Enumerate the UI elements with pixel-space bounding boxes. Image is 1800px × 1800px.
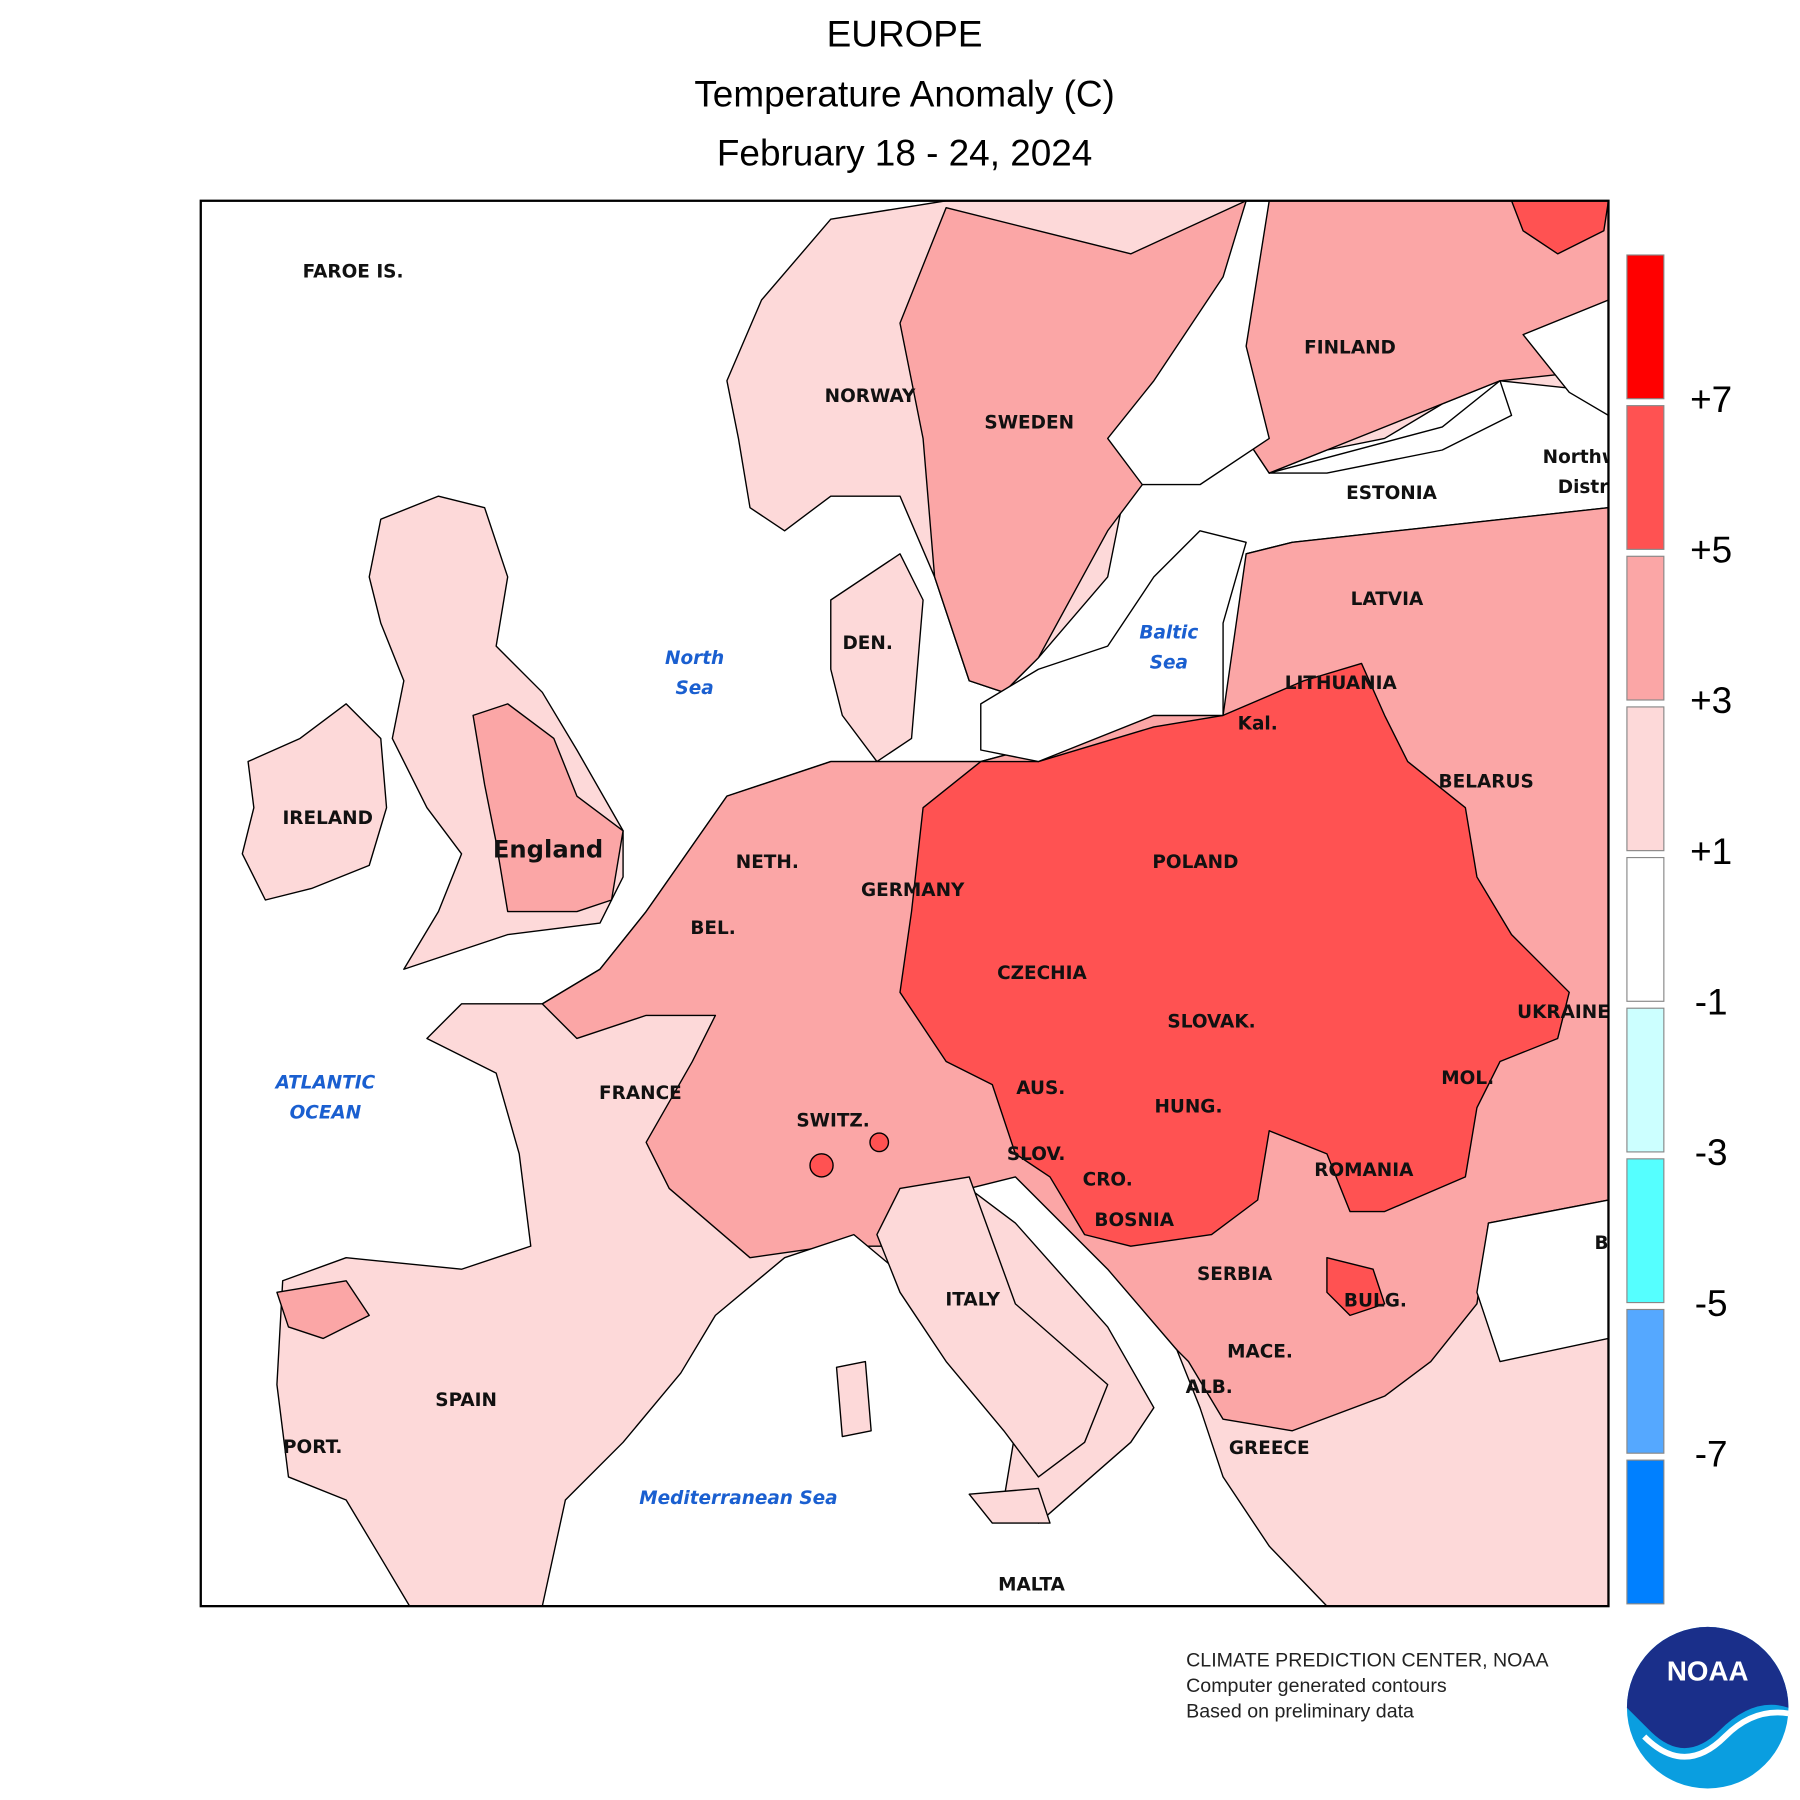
country-label: FAROE IS.: [303, 261, 404, 282]
country-label: PORT.: [283, 1437, 342, 1458]
country-label: MALTA: [998, 1574, 1066, 1595]
legend: +7 +5 +3 +1 -1 -3 -5 -7: [1626, 254, 1732, 1605]
country-label: NORWAY: [825, 386, 916, 407]
legend-swatch: [1626, 706, 1665, 852]
country-label: ROMANIA: [1314, 1160, 1414, 1181]
country-label: LITHUANIA: [1285, 673, 1398, 694]
country-label: NETH.: [736, 852, 799, 873]
subtitle: Temperature Anomaly (C): [694, 74, 1114, 115]
legend-tick-label: +3: [1690, 680, 1732, 721]
date-range: February 18 - 24, 2024: [717, 133, 1092, 174]
legend-tick-label: -3: [1695, 1132, 1728, 1173]
country-label: BULG.: [1344, 1291, 1407, 1312]
country-label: GERMANY: [861, 880, 965, 901]
legend-swatch: [1626, 1308, 1665, 1454]
country-label: ITALY: [945, 1289, 1000, 1310]
country-label: ALB.: [1186, 1377, 1233, 1398]
country-label: GREECE: [1229, 1438, 1310, 1459]
country-label: SWEDEN: [984, 412, 1074, 433]
credit-line: CLIMATE PREDICTION CENTER, NOAA: [1186, 1650, 1549, 1672]
legend-tick-label: +1: [1690, 831, 1732, 872]
sea-label: Baltic: [1139, 622, 1198, 643]
credit-line: Based on preliminary data: [1186, 1700, 1414, 1722]
legend-swatch: [1626, 555, 1665, 701]
country-label: FINLAND: [1304, 337, 1396, 358]
country-label: SERBIA: [1197, 1264, 1273, 1285]
country-label: Northw: [1543, 447, 1619, 468]
country-label: MOL.: [1441, 1068, 1494, 1089]
legend-tick-label: +5: [1690, 530, 1732, 571]
legend-swatch: [1626, 856, 1665, 1002]
country-label: LATVIA: [1351, 589, 1424, 610]
map: FAROE IS. NORWAY SWEDEN FINLAND ESTONIA LATVI…: [200, 200, 1619, 1607]
credit: CLIMATE PREDICTION CENTER, NOAA Computer…: [1186, 1650, 1549, 1723]
legend-tick-label: -5: [1695, 1283, 1728, 1324]
country-label: England: [493, 835, 603, 863]
sea-label: Sea: [1150, 652, 1188, 673]
country-label: SLOV.: [1007, 1144, 1066, 1165]
legend-swatch: [1626, 1459, 1665, 1605]
title: EUROPE: [827, 14, 983, 55]
country-label: POLAND: [1152, 852, 1238, 873]
legend-swatch: [1626, 405, 1665, 550]
legend-swatch: [1626, 1007, 1665, 1153]
country-label: UKRAINE: [1517, 1002, 1610, 1023]
legend-swatch: [1626, 1158, 1665, 1304]
water: [541, 200, 1609, 1607]
credit-line: Computer generated contours: [1186, 1675, 1447, 1697]
country-label: AUS.: [1016, 1078, 1065, 1099]
country-label: Kal.: [1238, 714, 1278, 735]
country-label: FRANCE: [599, 1083, 682, 1104]
legend-swatch: [1626, 254, 1665, 400]
italy: [835, 1176, 1109, 1524]
country-label: Distr: [1558, 477, 1609, 498]
sea-label: North: [665, 648, 724, 669]
legend-tick-label: -7: [1695, 1433, 1728, 1474]
country-label: CZECHIA: [997, 963, 1087, 984]
country-label: IRELAND: [282, 808, 372, 829]
country-label: BELARUS: [1439, 771, 1534, 792]
sea-label: Mediterranean Sea: [639, 1488, 837, 1509]
map-labels: FAROE IS. NORWAY SWEDEN FINLAND ESTONIA LATVI…: [274, 261, 1619, 1595]
map-frame: [199, 199, 1610, 1608]
country-label: HUNG.: [1154, 1097, 1222, 1118]
country-label: CRO.: [1083, 1169, 1133, 1190]
country-label: SPAIN: [435, 1390, 497, 1411]
country-label: ESTONIA: [1346, 483, 1437, 504]
country-label: SLOVAK.: [1167, 1011, 1255, 1032]
sea-label: ATLANTIC: [274, 1072, 376, 1093]
noaa-logo: NOAA: [1626, 1626, 1789, 1789]
legend-tick-label: +7: [1690, 379, 1732, 420]
logo-text: NOAA: [1667, 1655, 1749, 1686]
legend-tick-label: -1: [1695, 981, 1728, 1022]
country-label: BOSNIA: [1094, 1210, 1174, 1231]
country-label: B: [1594, 1233, 1608, 1254]
land-dark: [809, 200, 1609, 1317]
sea-label: Sea: [675, 678, 713, 699]
country-label: BEL.: [690, 918, 735, 939]
country-label: SWITZ.: [796, 1111, 870, 1132]
country-label: DEN.: [842, 633, 892, 654]
country-label: MACE.: [1227, 1341, 1293, 1362]
sea-label: OCEAN: [290, 1102, 362, 1123]
